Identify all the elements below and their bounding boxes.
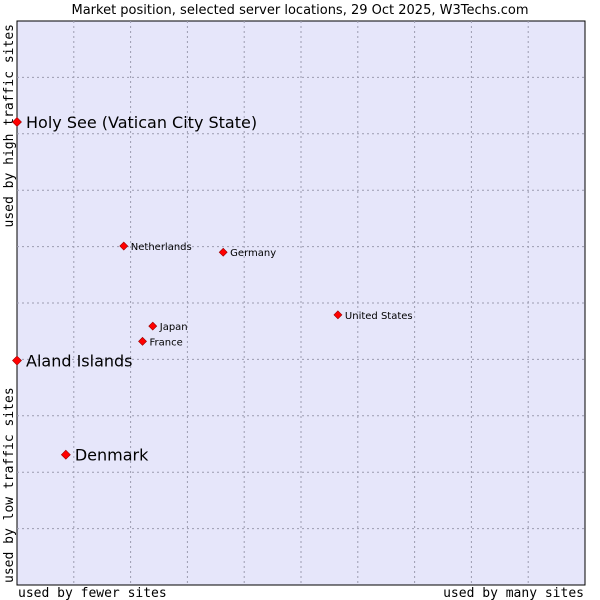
data-point-aland-islands: Aland Islands <box>12 352 133 371</box>
point-label: Japan <box>159 322 188 333</box>
point-label: Germany <box>230 248 276 259</box>
data-points: Holy See (Vatican City State) Aland Islan… <box>12 113 413 465</box>
point-label: France <box>150 337 183 348</box>
data-point-japan: Japan <box>148 321 188 333</box>
point-marker <box>119 241 129 251</box>
point-marker <box>138 336 147 346</box>
chart-title: Market position, selected server locatio… <box>71 3 528 18</box>
data-point-denmark: Denmark <box>60 446 149 465</box>
point-label: Netherlands <box>131 242 192 253</box>
data-point-france: France <box>138 336 183 348</box>
x-axis-label-right: used by many sites <box>443 586 584 600</box>
point-marker <box>60 449 71 460</box>
point-label: United States <box>345 311 413 322</box>
point-label: Holy See (Vatican City State) <box>26 113 257 132</box>
point-marker <box>333 310 343 320</box>
grid-lines <box>17 21 585 585</box>
point-marker <box>148 321 158 331</box>
data-point-united-states: United States <box>333 310 413 322</box>
y-axis-label-top: used by high traffic sites <box>2 24 17 228</box>
data-point-germany: Germany <box>218 247 276 259</box>
data-point-holy-see-vatican-city-state: Holy See (Vatican City State) <box>12 113 257 132</box>
point-marker <box>12 117 22 127</box>
y-axis-label-bottom: used by low traffic sites <box>2 387 17 583</box>
point-marker <box>12 355 22 366</box>
data-point-netherlands: Netherlands <box>119 241 192 253</box>
point-marker <box>218 247 228 257</box>
point-label: Aland Islands <box>26 352 133 371</box>
x-axis-label-left: used by fewer sites <box>18 586 167 600</box>
point-label: Denmark <box>75 446 149 465</box>
